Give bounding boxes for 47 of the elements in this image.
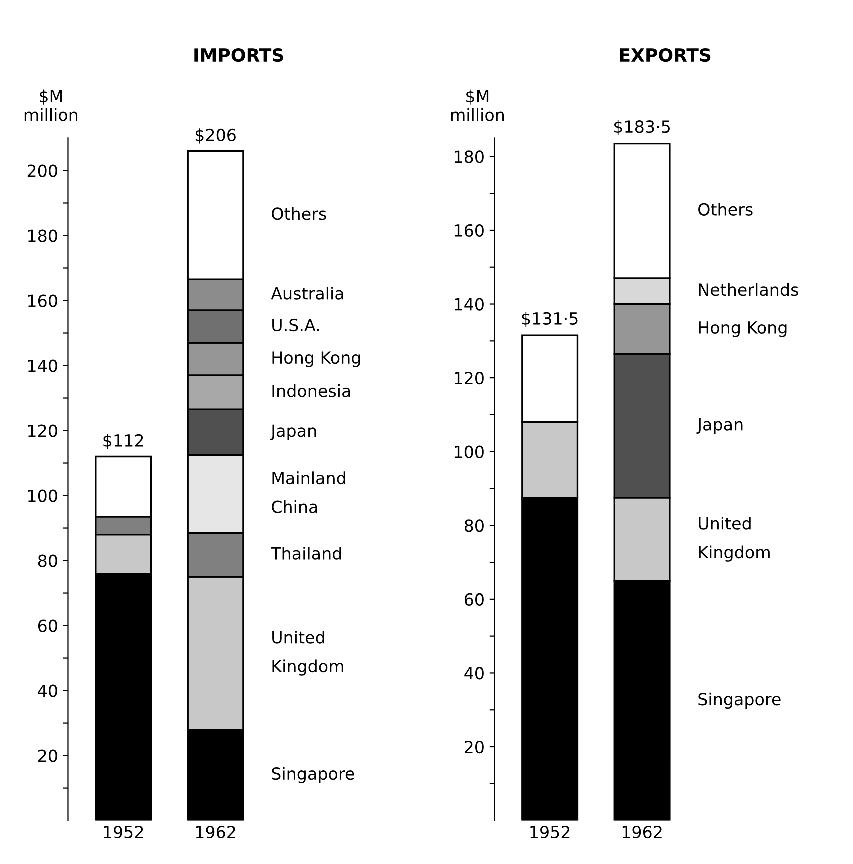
y-tick-label: 20: [38, 750, 58, 762]
y-tick-label: 100: [28, 490, 58, 502]
y-tick-label: 80: [464, 520, 484, 532]
y-tick-label: 120: [28, 424, 58, 438]
y-tick-label: 80: [38, 554, 58, 568]
series-label: United Kingdom: [699, 517, 770, 562]
y-tick-label: 40: [464, 667, 484, 680]
total-label: $183·5: [614, 120, 670, 136]
x-tick-label: 1952: [104, 826, 144, 839]
x-tick-label: 1962: [622, 826, 662, 839]
y-tick-label: 60: [464, 593, 484, 606]
series-label: Japan: [270, 424, 316, 440]
y-tick-label: 160: [28, 294, 58, 308]
total-label: $112: [104, 434, 144, 450]
y-tick-label: 180: [28, 230, 58, 242]
series-label: Netherlands: [699, 283, 798, 296]
series-label: Japan: [696, 418, 743, 434]
series-label: Others: [272, 207, 326, 220]
y-tick-label: 180: [455, 150, 484, 164]
series-label: U.S.A.: [272, 318, 320, 332]
y-tick-label: 100: [455, 446, 484, 458]
y-tick-label: 140: [455, 298, 484, 311]
series-label: Australia: [271, 287, 344, 300]
y-tick-label: 200: [28, 164, 58, 178]
y-axis-title: $M million: [24, 90, 78, 122]
series-label: Others: [698, 203, 753, 216]
y-axis-title: $M million: [451, 90, 504, 122]
series-label: Hong Kong: [699, 322, 787, 338]
y-tick-label: 160: [455, 224, 484, 238]
y-tick-label: 140: [28, 360, 58, 372]
total-label: $206: [196, 128, 236, 144]
y-tick-label: 60: [38, 620, 58, 632]
total-label: $131·5: [522, 312, 578, 328]
chart-title: EXPORTS: [620, 48, 711, 62]
y-tick-label: 20: [465, 740, 484, 754]
chart-title: IMPORTS: [194, 48, 284, 62]
x-tick-label: 1952: [530, 826, 570, 839]
series-label: Mainland China: [272, 472, 346, 514]
y-tick-label: 40: [38, 684, 58, 698]
x-tick-label: 1962: [196, 826, 236, 839]
series-label: United Kingdom: [272, 630, 344, 676]
series-label: Singapore: [698, 692, 781, 709]
series-label: Thailand: [271, 547, 342, 560]
series-label: Singapore: [272, 767, 354, 784]
series-label: Hong Kong: [272, 352, 360, 368]
y-tick-label: 120: [455, 372, 484, 385]
series-label: Indonesia: [272, 384, 350, 398]
